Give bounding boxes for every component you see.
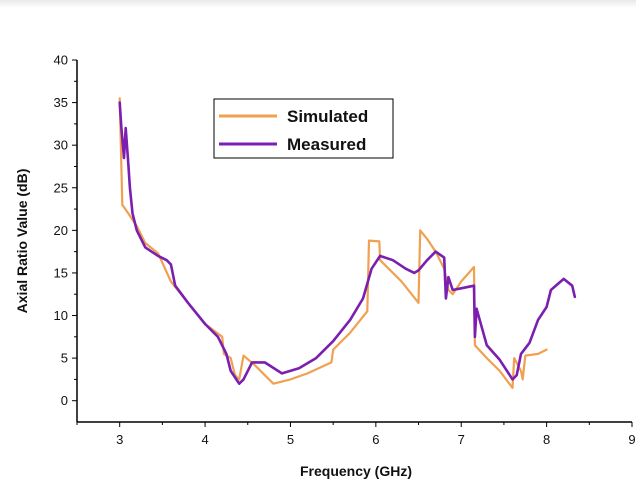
y-tick-label: 25 <box>54 180 68 195</box>
y-tick-label: 20 <box>54 223 68 238</box>
y-tick-label: 10 <box>54 308 68 323</box>
y-tick-label: 35 <box>54 95 68 110</box>
y-axis-title: Axial Ratio Value (dB) <box>14 169 30 314</box>
x-tick-label: 7 <box>458 432 465 447</box>
legend-box <box>213 98 394 159</box>
x-tick-label: 5 <box>287 432 294 447</box>
x-tick-label: 6 <box>372 432 379 447</box>
y-tick-label: 0 <box>61 393 68 408</box>
y-tick-label: 5 <box>61 351 68 366</box>
legend-label-simulated: Simulated <box>287 107 368 126</box>
y-axis-ticks: 0 5 10 15 20 25 30 35 40 <box>54 53 77 408</box>
series-line-measured <box>118 101 577 385</box>
x-axis-ticks: 3 4 5 6 7 8 9 <box>76 422 636 447</box>
x-tick-label: 3 <box>116 432 123 447</box>
top-edge-shadow <box>0 0 636 8</box>
x-tick-label: 8 <box>543 432 550 447</box>
series-layer <box>118 97 577 389</box>
legend: Simulated Measured <box>213 98 394 159</box>
axes <box>76 60 632 423</box>
y-tick-label: 40 <box>54 53 68 68</box>
x-axis-title: Frequency (GHz) <box>300 463 412 479</box>
y-tick-label: 15 <box>54 265 68 280</box>
legend-label-measured: Measured <box>287 135 366 154</box>
x-tick-label: 9 <box>628 432 635 447</box>
x-tick-label: 4 <box>201 432 208 447</box>
y-tick-label: 30 <box>54 138 68 153</box>
